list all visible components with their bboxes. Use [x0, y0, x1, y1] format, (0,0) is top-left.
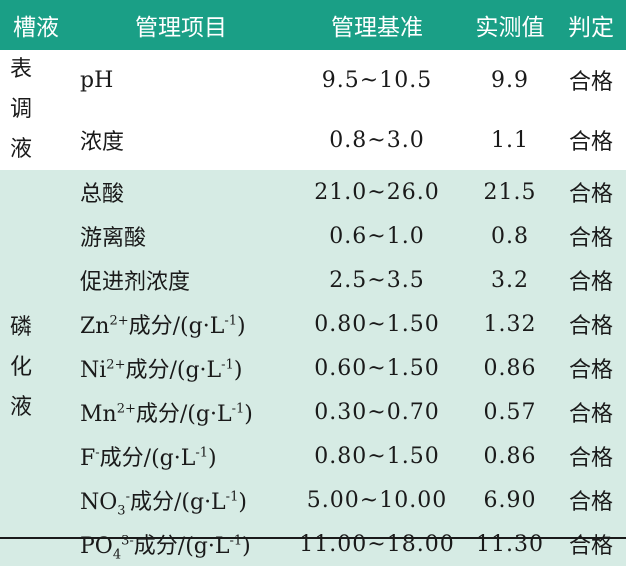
range-cell: 9.5~10.5: [290, 50, 464, 110]
result-cell: 合格: [556, 214, 626, 258]
value-cell: 21.5: [464, 170, 556, 214]
result-cell: 合格: [556, 346, 626, 390]
header-measured-value: 实测值: [475, 15, 545, 41]
range-cell: 0.80~1.50: [290, 434, 464, 478]
table-row: NO3-成分/(g·L-1) 5.00~10.00 6.90 合格: [0, 478, 626, 522]
range-cell: 5.00~10.00: [290, 478, 464, 522]
table-row: 促进剂浓度 2.5~3.5 3.2 合格: [0, 258, 626, 302]
result-cell: 合格: [556, 478, 626, 522]
item-cell: Ni2+成分/(g·L-1): [72, 346, 290, 390]
value-cell: 3.2: [464, 258, 556, 302]
item-cell: F-成分/(g·L-1): [72, 434, 290, 478]
value-cell: 0.57: [464, 390, 556, 434]
result-cell: 合格: [556, 50, 626, 110]
item-cell: NO3-成分/(g·L-1): [72, 478, 290, 522]
bottom-rule: [0, 537, 626, 539]
table-row: 游离酸 0.6~1.0 0.8 合格: [0, 214, 626, 258]
value-cell: 1.32: [464, 302, 556, 346]
value-cell: 1.1: [464, 110, 556, 170]
item-cell: 游离酸: [72, 214, 290, 258]
item-cell: 促进剂浓度: [72, 258, 290, 302]
table-row: 磷 化 液 总酸 21.0~26.0 21.5 合格: [0, 170, 626, 566]
range-cell: 0.60~1.50: [290, 346, 464, 390]
range-cell: 0.30~0.70: [290, 390, 464, 434]
item-cell: 总酸: [72, 170, 290, 214]
header-management-standard: 管理基准: [331, 15, 423, 41]
result-cell: 合格: [556, 258, 626, 302]
range-cell: 2.5~3.5: [290, 258, 464, 302]
value-cell: 9.9: [464, 50, 556, 110]
header-tank-liquid: 槽液: [13, 15, 59, 41]
table-row: Mn2+成分/(g·L-1) 0.30~0.70 0.57 合格: [0, 390, 626, 434]
header-row: 槽液 管理项目 管理基准 实测值 判定: [0, 0, 626, 50]
value-cell: 0.86: [464, 434, 556, 478]
value-cell: 0.8: [464, 214, 556, 258]
result-cell: 合格: [556, 434, 626, 478]
header-management-item: 管理项目: [135, 15, 227, 41]
item-cell: Mn2+成分/(g·L-1): [72, 390, 290, 434]
value-cell: 0.86: [464, 346, 556, 390]
value-cell: 11.30: [464, 522, 556, 566]
group-label-phosphating: 磷 化 液: [0, 170, 72, 566]
table-row: PO43-成分/(g·L-1) 11.00~18.00 11.30 合格: [0, 522, 626, 566]
item-cell: Zn2+成分/(g·L-1): [72, 302, 290, 346]
table-row: Zn2+成分/(g·L-1) 0.80~1.50 1.32 合格: [0, 302, 626, 346]
range-cell: 11.00~18.00: [290, 522, 464, 566]
value-cell: 6.90: [464, 478, 556, 522]
header-judgement: 判定: [568, 15, 614, 41]
result-cell: 合格: [556, 170, 626, 214]
result-cell: 合格: [556, 302, 626, 346]
range-cell: 21.0~26.0: [290, 170, 464, 214]
item-cell: PO43-成分/(g·L-1): [72, 522, 290, 566]
table-row: Ni2+成分/(g·L-1) 0.60~1.50 0.86 合格: [0, 346, 626, 390]
range-cell: 0.6~1.0: [290, 214, 464, 258]
range-cell: 0.80~1.50: [290, 302, 464, 346]
item-cell: pH: [72, 50, 290, 110]
result-cell: 合格: [556, 110, 626, 170]
table-row: F-成分/(g·L-1) 0.80~1.50 0.86 合格: [0, 434, 626, 478]
group-label-surface-conditioning: 表调液: [0, 50, 72, 170]
result-cell: 合格: [556, 390, 626, 434]
item-cell: 浓度: [72, 110, 290, 170]
table-row: 表调液 pH 9.5~10.5 9.9 合格: [0, 50, 626, 170]
table-row: 浓度 0.8~3.0 1.1 合格: [0, 110, 626, 170]
range-cell: 0.8~3.0: [290, 110, 464, 170]
result-cell: 合格: [556, 522, 626, 566]
